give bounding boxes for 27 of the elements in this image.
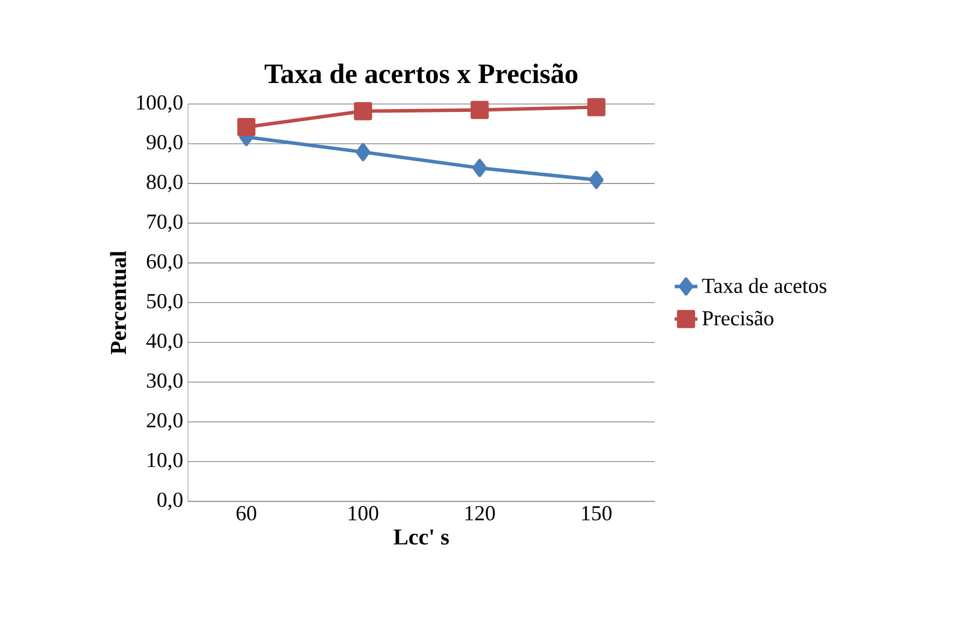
y-tick-label: 100,0 (137, 95, 182, 113)
point (472, 159, 487, 178)
y-tick-label: 60,0 (146, 254, 182, 272)
y-tick-label: 20,0 (146, 413, 182, 431)
y-tick-label: 80,0 (146, 174, 182, 192)
point (356, 143, 370, 162)
y-tick-label: 70,0 (147, 214, 182, 232)
y-axis-title: Percentual (110, 251, 126, 354)
chart-title: Taxa de acertos x Precisão (264, 64, 578, 84)
legend-label: Taxa de acetos (702, 278, 826, 294)
y-tick-label: 40,0 (146, 334, 182, 352)
point (354, 102, 372, 120)
point (587, 98, 606, 116)
x-tick-label: 120 (466, 506, 495, 521)
x-tick-label: 150 (582, 506, 612, 521)
y-tick-label: 10,0 (148, 453, 182, 470)
y-tick-label: 0,0 (157, 492, 182, 510)
x-axis-title: Lcc' s (394, 530, 449, 545)
x-tick-label: 60 (236, 506, 256, 521)
point (470, 101, 489, 120)
point (237, 118, 256, 136)
legend-label: Precisão (702, 311, 774, 326)
y-tick-label: 90,0 (146, 135, 182, 153)
y-tick-label: 50,0 (147, 294, 182, 312)
x-tick-label: 100 (348, 506, 378, 521)
y-tick-label: 30,0 (146, 374, 182, 392)
point (589, 170, 604, 190)
